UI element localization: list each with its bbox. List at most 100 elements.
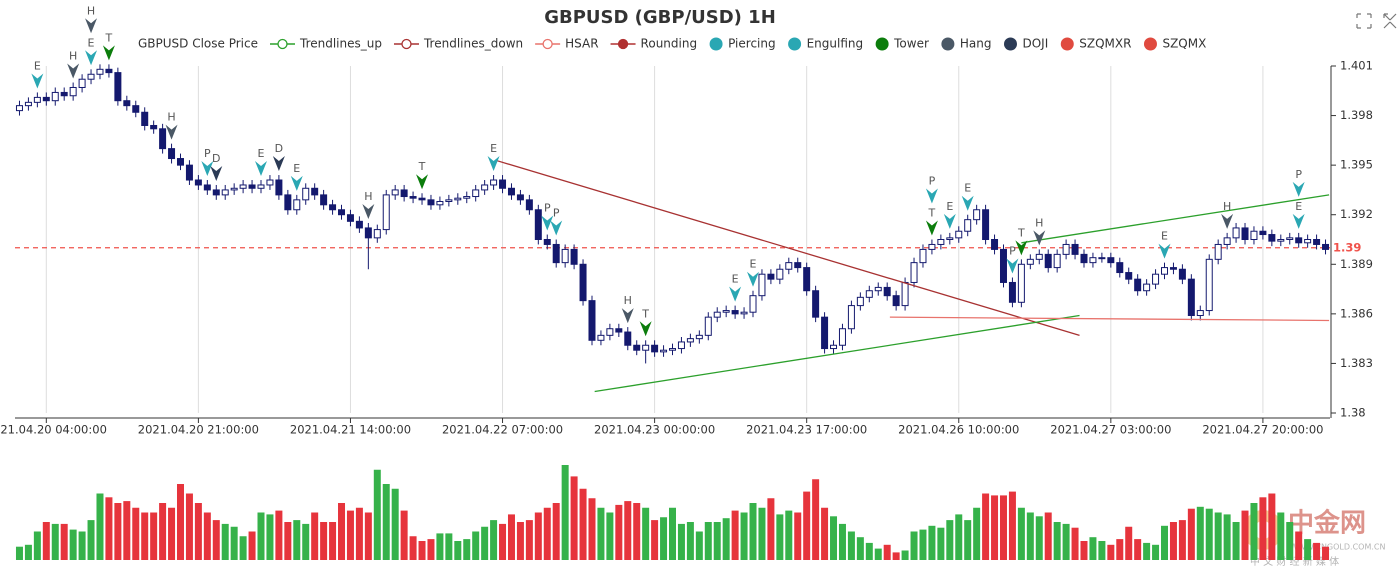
candle-body — [1295, 237, 1303, 244]
volume-bar — [346, 510, 354, 560]
volume-bar — [1062, 523, 1070, 560]
candle-body — [203, 184, 211, 191]
candle-body — [1205, 258, 1213, 312]
candle-body — [677, 341, 685, 350]
candle-body — [1008, 281, 1016, 303]
candle-body — [1223, 237, 1231, 245]
legend-item[interactable]: HSAR — [535, 37, 599, 51]
volume-bar — [141, 512, 149, 560]
candle-body — [15, 105, 23, 112]
volume-bar — [42, 522, 50, 560]
volume-bar — [1178, 520, 1186, 560]
candle-body — [1232, 227, 1240, 239]
legend-label: Piercing — [728, 37, 776, 51]
candle-body — [221, 189, 229, 196]
candle-body — [230, 187, 238, 191]
candle-body — [633, 344, 641, 351]
pattern-label: T — [641, 307, 649, 320]
candle-body — [740, 311, 748, 315]
pattern-label: T — [418, 160, 426, 173]
volume-bar — [499, 523, 507, 560]
toolbox[interactable] — [1356, 13, 1397, 29]
volume-bar — [624, 501, 632, 560]
candle-body — [275, 179, 283, 196]
pattern-label: E — [34, 59, 41, 72]
x-tick-label: 2021.04.20 21:00:00 — [138, 423, 259, 437]
legend-item[interactable]: Trendlines_up — [270, 37, 382, 51]
zoom-icon[interactable] — [1356, 13, 1372, 29]
pattern-label: E — [1295, 200, 1302, 213]
x-tick-label: 2021.04.21 14:00:00 — [290, 423, 411, 437]
legend-item[interactable]: SZQMX — [1143, 37, 1206, 51]
volume-bar — [606, 512, 614, 560]
candle-body — [176, 158, 184, 166]
candle-body — [445, 199, 453, 202]
volume-bar — [168, 507, 176, 560]
candle-body — [78, 78, 86, 88]
volume-bar — [436, 533, 444, 560]
watermark-url: WWW.CNGOLD.COM.CN — [1290, 543, 1385, 552]
volume-bar — [400, 510, 408, 560]
legend-item[interactable]: GBPUSD Close Price — [138, 37, 258, 51]
legend-item[interactable]: SZQMXR — [1060, 37, 1132, 51]
volume-bar — [159, 503, 167, 560]
pattern-label: P — [929, 175, 936, 188]
volume-bar — [812, 479, 820, 560]
candle-body — [1143, 283, 1151, 292]
legend-item[interactable]: Tower — [875, 37, 929, 51]
y-tick-label: 1.395 — [1340, 158, 1373, 172]
volume-bar — [1071, 527, 1079, 560]
pattern-marker — [1033, 230, 1046, 246]
volume-bar — [973, 507, 981, 560]
candle-body — [785, 262, 793, 270]
legend-item[interactable]: Trendlines_down — [393, 37, 523, 51]
candle-body — [185, 164, 193, 181]
volume-bar — [1017, 507, 1025, 560]
candle-body — [51, 91, 59, 102]
volume-bar — [651, 520, 659, 560]
restore-icon[interactable] — [1383, 13, 1397, 29]
pattern-label: P — [204, 147, 211, 160]
volume-bar — [991, 495, 999, 560]
volume-bar — [427, 539, 435, 560]
candle-body — [919, 248, 927, 264]
volume-bar — [472, 531, 480, 560]
volume-bar — [874, 548, 882, 560]
volume-bar — [507, 514, 515, 560]
y-tick-label: 1.38 — [1340, 406, 1366, 420]
volume-bar — [1295, 531, 1303, 560]
pattern-label: P — [544, 202, 551, 215]
legend-item[interactable]: Rounding — [610, 37, 698, 51]
pattern-label: D — [275, 142, 283, 155]
volume-bar — [713, 522, 721, 560]
candle-body — [1017, 263, 1025, 303]
volume-bar — [463, 539, 471, 560]
volume-bar — [1286, 522, 1294, 560]
legend-item[interactable]: Hang — [941, 37, 992, 51]
pattern-marker — [1006, 258, 1019, 274]
legend-item[interactable]: Piercing — [709, 37, 776, 51]
pattern-marker — [362, 203, 375, 219]
candle-body — [490, 179, 498, 186]
volume-bar — [910, 531, 918, 560]
pattern-label: H — [87, 4, 95, 17]
legend-item[interactable]: DOJI — [1004, 37, 1048, 51]
volume-bar — [642, 507, 650, 560]
volume-bar — [338, 503, 346, 560]
legend-item[interactable]: Engulfing — [788, 37, 863, 51]
legend-symbol — [1143, 37, 1157, 51]
candle-body — [409, 196, 417, 199]
legend-symbol — [617, 38, 629, 50]
candle-body — [24, 101, 32, 107]
volume-bar — [561, 465, 569, 560]
volume-bar — [669, 507, 676, 560]
volume-bar — [794, 512, 802, 560]
candle-body — [248, 184, 256, 189]
candle-body — [1062, 243, 1070, 255]
candle-body — [1277, 239, 1285, 242]
pattern-label: E — [490, 142, 497, 155]
volume-bar — [329, 522, 337, 560]
candle-body — [570, 248, 578, 265]
candle-body — [60, 91, 68, 97]
pattern-marker — [165, 124, 178, 140]
